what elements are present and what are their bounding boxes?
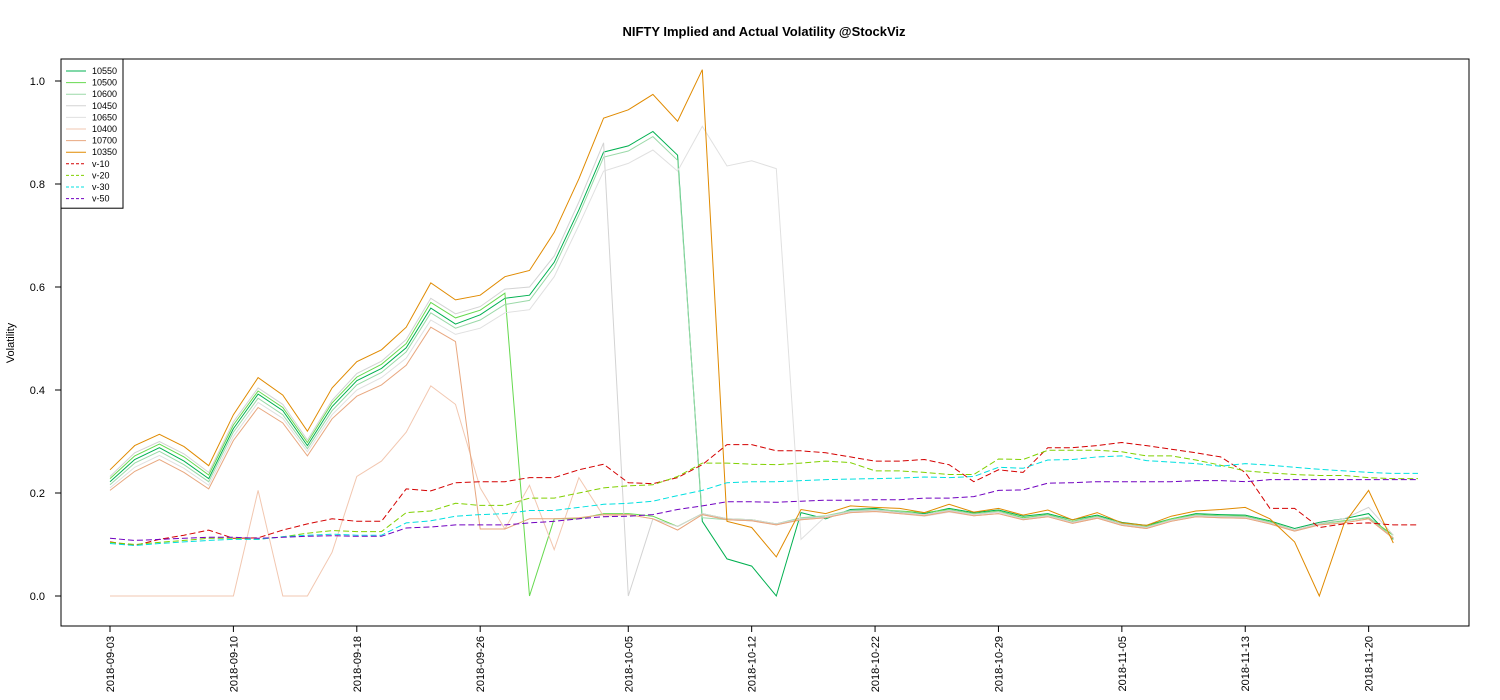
x-tick-label: 2018-10-05 bbox=[623, 636, 635, 692]
series-line-10350 bbox=[109, 69, 1394, 598]
legend-label: 10450 bbox=[92, 101, 117, 111]
x-tick-label: 2018-11-20 bbox=[1364, 636, 1376, 691]
y-tick-label: 0.4 bbox=[30, 385, 45, 397]
y-tick-label: 0.6 bbox=[30, 282, 45, 294]
x-tick-label: 2018-11-05 bbox=[1117, 636, 1129, 691]
legend-label: v-20 bbox=[92, 170, 110, 180]
legend-box bbox=[60, 58, 124, 209]
series-line-v-30 bbox=[109, 455, 1418, 547]
legend-label: v-30 bbox=[92, 182, 110, 192]
x-tick-label: 2018-09-18 bbox=[352, 636, 364, 692]
x-tick-label: 2018-11-13 bbox=[1240, 636, 1252, 691]
series-line-v-20 bbox=[109, 449, 1418, 546]
chart-title: NIFTY Implied and Actual Volatility @Sto… bbox=[622, 24, 906, 39]
y-tick-label: 0.8 bbox=[30, 179, 45, 191]
series-line-10400 bbox=[110, 385, 1394, 597]
x-tick-label: 2018-09-26 bbox=[475, 636, 487, 692]
x-tick-label: 2018-09-03 bbox=[105, 636, 117, 692]
x-tick-label: 2018-09-10 bbox=[228, 636, 240, 692]
series-line-10450 bbox=[109, 142, 1394, 597]
series-line-10700 bbox=[109, 326, 1394, 539]
y-tick-label: 1.0 bbox=[30, 76, 45, 88]
y-axis: 0.0 0.2 0.4 0.6 0.8 1.0 bbox=[30, 76, 61, 603]
legend-label: 10500 bbox=[92, 78, 117, 88]
series-line-10650 bbox=[109, 125, 1394, 541]
x-axis: 2018-09-03 2018-09-10 2018-09-18 2018-09-26… bbox=[105, 626, 1376, 692]
y-tick-label: 0.0 bbox=[30, 591, 45, 603]
x-tick-label: 2018-10-22 bbox=[870, 636, 882, 692]
series-line-10600 bbox=[109, 135, 1394, 539]
x-tick-label: 2018-10-12 bbox=[747, 636, 759, 692]
series-line-v-50 bbox=[109, 479, 1418, 541]
legend-label: 10350 bbox=[92, 147, 117, 157]
legend-label: 10550 bbox=[92, 66, 117, 76]
legend-label: 10400 bbox=[92, 124, 117, 134]
series-layer bbox=[109, 69, 1418, 598]
y-tick-label: 0.2 bbox=[30, 488, 45, 500]
legend-label: 10600 bbox=[92, 89, 117, 99]
series-line-v-10 bbox=[109, 441, 1418, 547]
x-tick-label: 2018-10-29 bbox=[993, 636, 1005, 692]
legend-label: 10700 bbox=[92, 136, 117, 146]
legend-label: 10650 bbox=[92, 112, 117, 122]
legend-label: v-50 bbox=[92, 194, 110, 204]
series-line-10550 bbox=[109, 130, 1394, 598]
plot-frame bbox=[60, 58, 1470, 627]
legend-label: v-10 bbox=[92, 159, 110, 169]
y-axis-label: Volatility bbox=[5, 322, 17, 363]
